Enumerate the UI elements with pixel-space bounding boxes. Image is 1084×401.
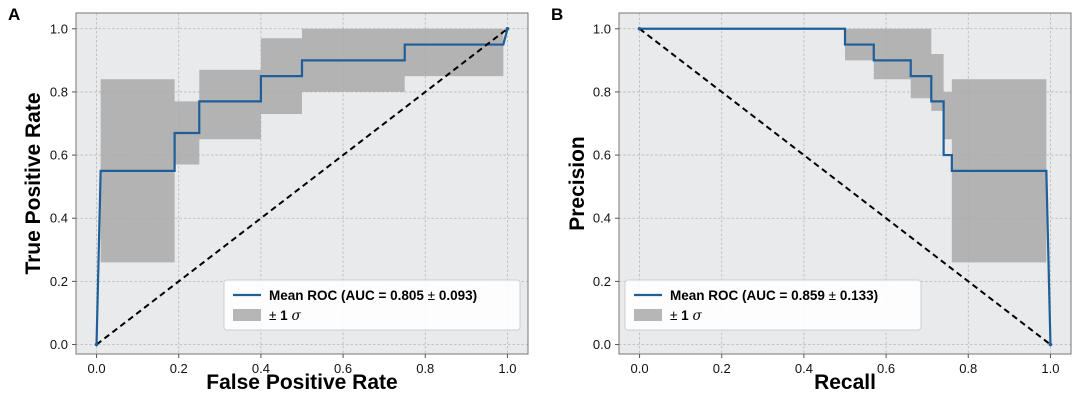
panel-letter: B [551,5,563,24]
chance-line-end-point [1048,342,1053,347]
chance-line-start-point [637,26,642,31]
y-axis-label: Precision [566,136,589,231]
legend-band-label: ± 1 σ [670,308,702,324]
y-tick-label: 0.8 [50,84,68,99]
y-tick-label: 0.0 [50,337,68,352]
x-tick-label: 0.2 [170,361,188,376]
legend-band-num: 1 [681,308,692,323]
legend-band-swatch [634,309,662,321]
legend-mean-label-suffix: 0.093) [435,288,477,303]
y-tick-label: 0.4 [50,211,68,226]
y-tick-label: 1.0 [593,21,611,36]
y-tick-label: 0.4 [593,211,611,226]
legend-mean-label-prefix: Mean ROC (AUC = 0.859 [670,288,829,303]
y-tick-label: 0.2 [593,274,611,289]
chance-line-start-point [94,342,99,347]
y-tick-label: 0.8 [593,84,611,99]
legend-box [624,279,922,331]
panel-letter: A [8,5,20,24]
x-tick-label: 0.0 [88,361,106,376]
axes-frame [75,12,529,355]
y-tick-label: 0.6 [50,148,68,163]
chance-line-end-point [505,26,510,31]
legend-band-swatch [233,309,261,321]
axes-frame [618,12,1072,355]
legend-mean-label-prefix: Mean ROC (AUC = 0.805 [269,288,428,303]
y-tick-label: 0.2 [50,274,68,289]
x-tick-label: 1.0 [1041,361,1059,376]
mean-curve-line [95,28,509,345]
y-tick-label: 1.0 [50,21,68,36]
x-tick-label: 0.6 [334,361,352,376]
x-tick-label: 0.8 [416,361,434,376]
x-tick-label: 0.4 [252,361,270,376]
legend-band-sigma: σ [692,308,702,324]
legend-mean-label-pm: ± [829,288,836,303]
legend: Mean ROC (AUC = 0.805 ± 0.093)± 1 σ [223,279,521,331]
y-tick-label: 0.0 [593,337,611,352]
sigma-band [845,28,1047,263]
panel-A: 0.0 0.2 0.4 0.6 0.8 1.0 0.0 0.2 0.4 0.6 0.8 1.0 Fals… [8,5,529,394]
legend-mean-label: Mean ROC (AUC = 0.805 ± 0.093) [269,288,477,303]
legend-band-label: ± 1 σ [269,308,301,324]
sigma-band [100,28,504,263]
panel-B: 0.0 0.2 0.4 0.6 0.8 1.0 0.0 0.2 0.4 0.6 0.8 1.0 Reca… [551,5,1072,394]
legend-band-num: 1 [280,308,291,323]
legend-band-pm: ± [269,308,280,323]
x-tick-label: 0.2 [713,361,731,376]
legend-mean-label-suffix: 0.133) [836,288,878,303]
x-tick-label: 0.8 [959,361,977,376]
legend-mean-label-pm: ± [428,288,435,303]
legend-band-pm: ± [670,308,681,323]
x-axis-label: Recall [814,371,876,394]
y-axis-label: True Positive Rate [22,92,45,274]
mean-curve-line [639,27,1052,345]
x-tick-label: 1.0 [498,361,516,376]
x-axis-label: False Positive Rate [206,371,397,394]
legend-band-sigma: σ [291,308,301,324]
x-tick-label: 0.0 [631,361,649,376]
chance-line [638,27,1052,346]
x-tick-label: 0.4 [795,361,813,376]
legend: Mean ROC (AUC = 0.859 ± 0.133)± 1 σ [624,279,922,331]
y-tick-label: 0.6 [593,148,611,163]
legend-mean-label: Mean ROC (AUC = 0.859 ± 0.133) [670,288,878,303]
chance-line [95,27,509,346]
x-tick-label: 0.6 [877,361,895,376]
legend-box [223,279,521,331]
